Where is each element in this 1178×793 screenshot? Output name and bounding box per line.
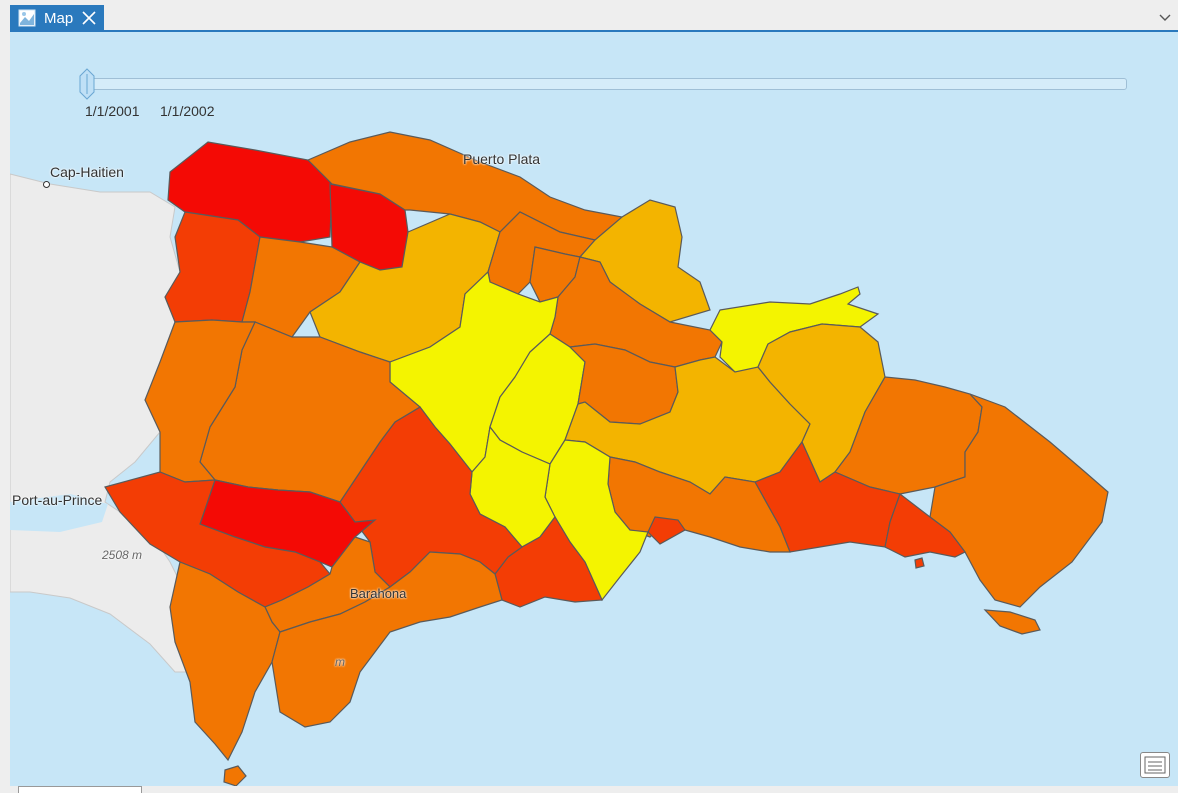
province-elias-pina bbox=[144, 319, 256, 483]
province-la-altagracia bbox=[929, 393, 1109, 608]
scale-input[interactable] bbox=[18, 786, 142, 793]
tab-label: Map bbox=[44, 9, 74, 27]
province-barahona-coast bbox=[271, 551, 503, 728]
tab-underline bbox=[10, 30, 1178, 32]
province-pedernales bbox=[169, 561, 281, 762]
legend-icon[interactable] bbox=[1140, 752, 1170, 778]
island-catalina bbox=[914, 557, 925, 569]
chevron-down-icon[interactable] bbox=[1158, 10, 1172, 24]
provinces bbox=[104, 131, 1109, 787]
time-slider-thumb[interactable] bbox=[78, 68, 96, 100]
label-puerto-plata: Puerto Plata bbox=[463, 151, 541, 167]
map-canvas[interactable] bbox=[10, 32, 1178, 788]
time-slider-track[interactable] bbox=[85, 78, 1127, 90]
status-bar bbox=[0, 786, 1178, 793]
tab-bar: Map bbox=[0, 0, 1178, 32]
map-view[interactable]: Cap-Haitien Puerto Plata Port-au-Prince … bbox=[10, 32, 1178, 788]
province-dajabon bbox=[164, 211, 261, 323]
tab-map[interactable]: Map bbox=[10, 5, 104, 31]
label-cap-haitien: Cap-Haitien bbox=[50, 164, 124, 180]
province-montecristi bbox=[167, 141, 333, 243]
city-marker bbox=[43, 181, 50, 188]
label-port-au-prince: Port-au-Prince bbox=[12, 492, 103, 508]
province-la-romana bbox=[884, 493, 966, 558]
label-elevation: 2508 m bbox=[102, 548, 143, 562]
island-beata bbox=[223, 765, 247, 787]
time-slider-start-label: 1/1/2001 bbox=[85, 103, 140, 119]
label-barahona: Barahona bbox=[350, 586, 407, 601]
province-distrito-nacional bbox=[647, 516, 686, 545]
haiti-land bbox=[10, 173, 201, 673]
label-elevation-partial: m bbox=[335, 655, 345, 669]
close-icon[interactable] bbox=[80, 9, 98, 27]
province-saona bbox=[983, 609, 1041, 635]
time-slider-end-label: 1/1/2002 bbox=[160, 103, 215, 119]
haiti-bay bbox=[10, 494, 108, 532]
map-icon bbox=[18, 9, 36, 27]
